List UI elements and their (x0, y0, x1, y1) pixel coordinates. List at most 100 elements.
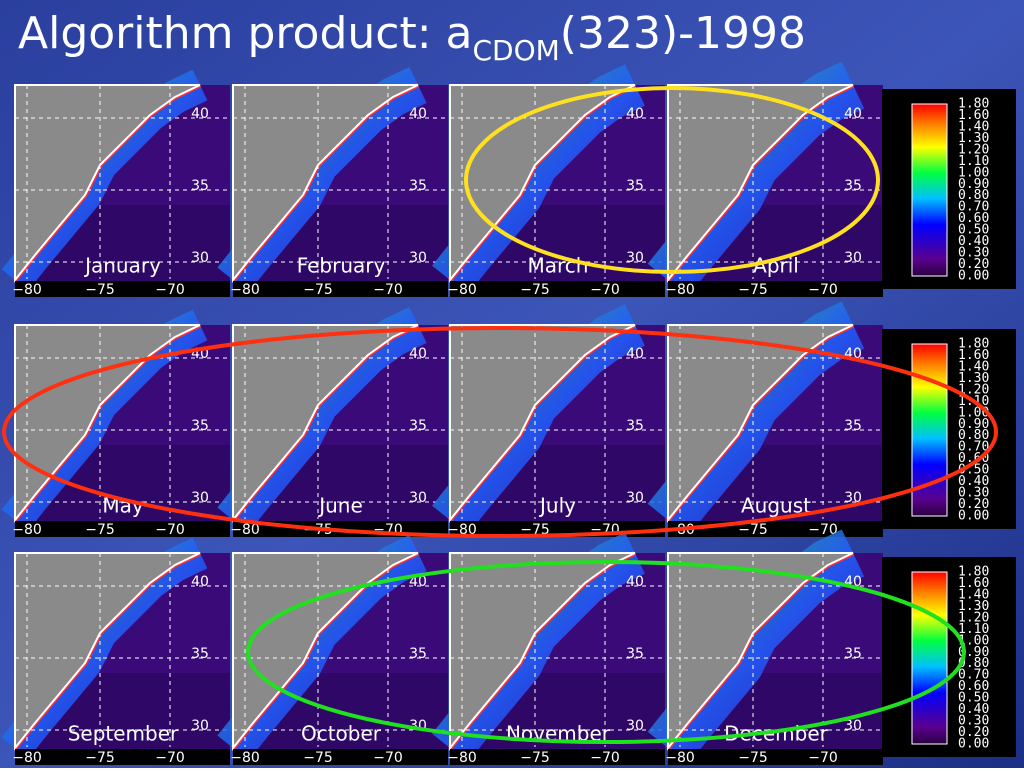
colorbar-label: 0.30 (958, 714, 989, 729)
latitude-label: 40 (191, 106, 209, 122)
colorbar-label: 0.90 (958, 417, 989, 432)
colorbar-label: 0.40 (958, 702, 989, 717)
highlight-ellipse (246, 560, 966, 744)
latitude-label: 35 (191, 646, 209, 662)
axis-strip (15, 749, 230, 765)
colorbar-label: 0.20 (958, 257, 989, 272)
longitude-label: −75 (738, 282, 768, 298)
longitude-label: −70 (590, 282, 620, 298)
latitude-label: 35 (844, 646, 862, 662)
colorbar: 1.801.601.401.301.201.101.000.900.800.70… (882, 329, 1016, 529)
colorbar-label: 0.40 (958, 474, 989, 489)
latitude-label: 30 (626, 250, 644, 266)
month-label: June (317, 494, 363, 518)
longitude-label: −75 (85, 750, 115, 766)
colorbar-label: 0.60 (958, 679, 989, 694)
colorbar-label: 0.70 (958, 440, 989, 455)
longitude-label: −80 (447, 282, 477, 298)
longitude-label: −75 (738, 750, 768, 766)
latitude-label: 40 (409, 346, 427, 362)
latitude-label: 40 (626, 574, 644, 590)
longitude-label: −70 (155, 750, 185, 766)
latitude-label: 30 (844, 718, 862, 734)
longitude-label: −70 (373, 750, 403, 766)
month-label: July (538, 494, 576, 518)
latitude-label: 35 (409, 646, 427, 662)
longitude-label: −80 (665, 750, 695, 766)
colorbar-label: 1.20 (958, 610, 989, 625)
latitude-label: 30 (191, 490, 209, 506)
latitude-label: 35 (844, 178, 862, 194)
latitude-label: 40 (626, 106, 644, 122)
colorbar-bg (882, 329, 1016, 529)
colorbar-label: 0.20 (958, 497, 989, 512)
latitude-label: 35 (409, 178, 427, 194)
axis-strip (450, 281, 665, 297)
colorbar-label: 0.90 (958, 177, 989, 192)
colorbar-label: 0.00 (958, 269, 989, 284)
colorbar-label: 1.80 (958, 97, 989, 112)
latitude-label: 35 (626, 646, 644, 662)
colorbar-label: 1.40 (958, 587, 989, 602)
latitude-label: 30 (191, 250, 209, 266)
colorbar-label: 1.20 (958, 142, 989, 157)
colorbar-label: 0.70 (958, 200, 989, 215)
map-panel: 40 35 30 −80 −75 −70 January (1, 69, 230, 298)
latitude-label: 35 (191, 178, 209, 194)
highlight-ellipse (2, 326, 998, 538)
latitude-label: 35 (844, 418, 862, 434)
colorbar-label: 0.80 (958, 656, 989, 671)
colorbar-label: 1.10 (958, 154, 989, 169)
colorbar-label: 1.30 (958, 371, 989, 386)
colorbar-label: 1.80 (958, 565, 989, 580)
longitude-label: −75 (738, 522, 768, 538)
latitude-label: 30 (191, 718, 209, 734)
colorbar-label: 1.30 (958, 131, 989, 146)
colorbar-scale (911, 103, 948, 277)
latitude-label: 30 (626, 718, 644, 734)
longitude-label: −75 (85, 522, 115, 538)
longitude-label: −80 (230, 522, 260, 538)
colorbar-label: 0.70 (958, 668, 989, 683)
longitude-label: −70 (808, 282, 838, 298)
colorbar-label: 1.40 (958, 359, 989, 374)
colorbar-bg (882, 89, 1016, 289)
longitude-label: −75 (303, 750, 333, 766)
colorbar-label: 1.60 (958, 348, 989, 363)
map-panel: 40 35 30 −80 −75 −70 September (1, 537, 230, 766)
latitude-label: 30 (844, 490, 862, 506)
panels: 40 35 30 −80 −75 −70 January 40 35 30 −80 −75 −70 Feb… (1, 61, 883, 766)
colorbar-label: 0.40 (958, 234, 989, 249)
longitude-label: −80 (665, 282, 695, 298)
longitude-label: −75 (303, 282, 333, 298)
colorbar-label: 1.60 (958, 108, 989, 123)
latitude-label: 35 (626, 178, 644, 194)
longitude-label: −75 (85, 282, 115, 298)
colorbar-label: 0.80 (958, 188, 989, 203)
map-panel: 40 35 30 −80 −75 −70 April (647, 61, 883, 298)
axis-strip (15, 281, 230, 297)
colorbar-label: 0.50 (958, 691, 989, 706)
longitude-label: −80 (12, 750, 42, 766)
longitude-label: −70 (808, 522, 838, 538)
colorbar-label: 1.30 (958, 599, 989, 614)
colorbar-label: 1.00 (958, 165, 989, 180)
slide-title: Algorithm product: aCDOM(323)-1998 (18, 8, 806, 67)
colorbar-label: 0.00 (958, 509, 989, 524)
longitude-label: −80 (447, 750, 477, 766)
latitude-label: 30 (409, 490, 427, 506)
colorbar-label: 0.60 (958, 211, 989, 226)
longitude-label: −75 (520, 750, 550, 766)
longitude-label: −75 (520, 282, 550, 298)
latitude-label: 35 (191, 418, 209, 434)
month-label: January (83, 254, 161, 278)
month-label: April (753, 254, 799, 278)
colorbar: 1.801.601.401.301.201.101.000.900.800.70… (882, 89, 1016, 289)
